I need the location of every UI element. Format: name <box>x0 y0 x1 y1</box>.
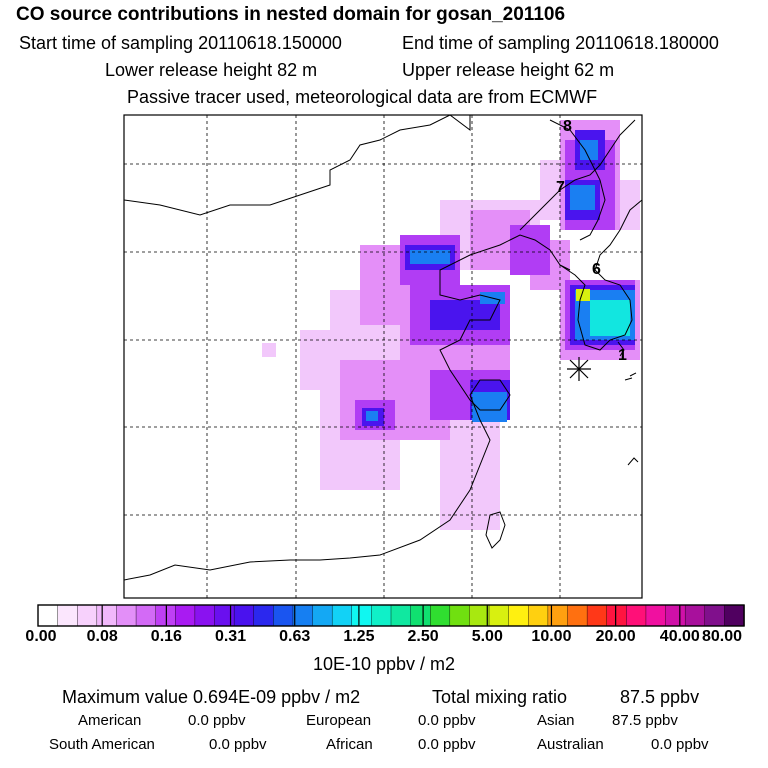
coastlines <box>124 115 642 581</box>
colorbar-tick-label: 0.63 <box>279 628 311 645</box>
tracer-note: Passive tracer used, meteorological data… <box>127 87 598 107</box>
source-name-american: American <box>78 712 142 729</box>
map-frame <box>123 114 643 599</box>
colorbar-cell <box>77 604 98 627</box>
colorbar-cell <box>528 604 549 627</box>
source-value-australian: 0.0 ppbv <box>651 736 709 753</box>
source-name-african: African <box>326 736 373 753</box>
colorbar-tick-label: 5.00 <box>471 628 503 645</box>
colorbar-cell <box>626 604 647 627</box>
colorbar-cell <box>351 604 373 627</box>
plume-yellow <box>576 289 590 301</box>
colorbar-cell <box>567 604 588 627</box>
colorbar-cell <box>312 604 333 627</box>
total-mixing-label: Total mixing ratio <box>432 687 568 707</box>
colorbar-cell <box>155 604 176 627</box>
source-name-european: European <box>306 712 372 729</box>
colorbar-cell <box>96 604 118 627</box>
colorbar-major-dividers <box>101 605 681 626</box>
colorbar-cell <box>724 604 745 627</box>
colorbar-tick-label: 0.08 <box>86 628 118 645</box>
colorbar-cell <box>37 604 59 627</box>
colorbar-cell <box>469 604 490 627</box>
colorbar-tick-label: 10.00 <box>531 628 572 645</box>
colorbar-cell <box>684 604 706 627</box>
colorbar-units: 10E-10 ppbv / m2 <box>312 654 456 674</box>
station-label-7: 7 <box>556 179 565 196</box>
colorbar-cell <box>390 604 412 627</box>
start-time-label: Start time of sampling 20110618.150000 <box>19 33 342 53</box>
lat-lon-grid <box>124 115 642 598</box>
colorbar-cell <box>135 604 157 627</box>
colorbar-cell <box>704 604 726 627</box>
upper-release-height: Upper release height 62 m <box>402 60 615 80</box>
colorbar-cell <box>57 604 78 627</box>
colorbar-cell <box>331 604 353 627</box>
colorbar-tick-label: 0.00 <box>25 628 57 645</box>
colorbar-tick-label: 1.25 <box>343 628 375 645</box>
colorbar-cell <box>175 604 196 627</box>
source-name-asian: Asian <box>537 712 575 729</box>
concentration-field <box>262 120 640 530</box>
maximum-value: Maximum value 0.694E-09 ppbv / m2 <box>62 687 361 707</box>
source-value-european: 0.0 ppbv <box>418 712 476 729</box>
colorbar-cell <box>430 604 451 627</box>
station-label-1: 1 <box>618 347 627 364</box>
source-value-asian: 87.5 ppbv <box>612 712 678 729</box>
end-time-label: End time of sampling 20110618.180000 <box>402 33 719 53</box>
colorbar-cell <box>214 604 235 627</box>
plume-cyan <box>590 300 630 336</box>
colorbar-frame <box>37 604 745 627</box>
colorbar-tick-label: 40.00 <box>659 628 700 645</box>
colorbar-tick-label: 20.00 <box>595 628 636 645</box>
figure-title: CO source contributions in nested domain… <box>16 4 566 25</box>
colorbar-cell <box>194 604 216 627</box>
source-name-south-american: South American <box>49 736 155 753</box>
colorbar-cell <box>449 604 471 627</box>
colorbar-tick-label: 2.50 <box>407 628 439 645</box>
colorbar-cell <box>645 604 667 627</box>
colorbar-cell <box>488 604 510 627</box>
source-value-south-american: 0.0 ppbv <box>209 736 267 753</box>
colorbar-cell <box>233 604 255 627</box>
colorbar-tick-label: 0.16 <box>150 628 182 645</box>
source-value-american: 0.0 ppbv <box>188 712 246 729</box>
colorbar-cell <box>606 604 628 627</box>
total-mixing-value: 87.5 ppbv <box>620 687 700 707</box>
colorbar-cell <box>292 604 314 627</box>
colorbar-cell <box>253 604 275 627</box>
lower-release-height: Lower release height 82 m <box>105 60 318 80</box>
colorbar-tick-label: 0.31 <box>214 628 247 645</box>
colorbar-cell <box>586 604 608 627</box>
colorbar-cell <box>410 604 431 627</box>
colorbar-cell <box>371 604 392 627</box>
colorbar-cell <box>116 604 137 627</box>
colorbar-tick-label: 80.00 <box>701 628 743 645</box>
station-label-8: 8 <box>563 118 572 135</box>
source-value-african: 0.0 ppbv <box>418 736 476 753</box>
source-name-australian: Australian <box>537 736 604 753</box>
colorbar-cell <box>273 604 294 627</box>
colorbar-cell <box>508 604 529 627</box>
receptor-asterisk-icon <box>567 357 591 381</box>
colorbar-cell <box>665 604 686 627</box>
colorbar-cells <box>37 604 745 627</box>
station-label-6: 6 <box>592 261 601 278</box>
